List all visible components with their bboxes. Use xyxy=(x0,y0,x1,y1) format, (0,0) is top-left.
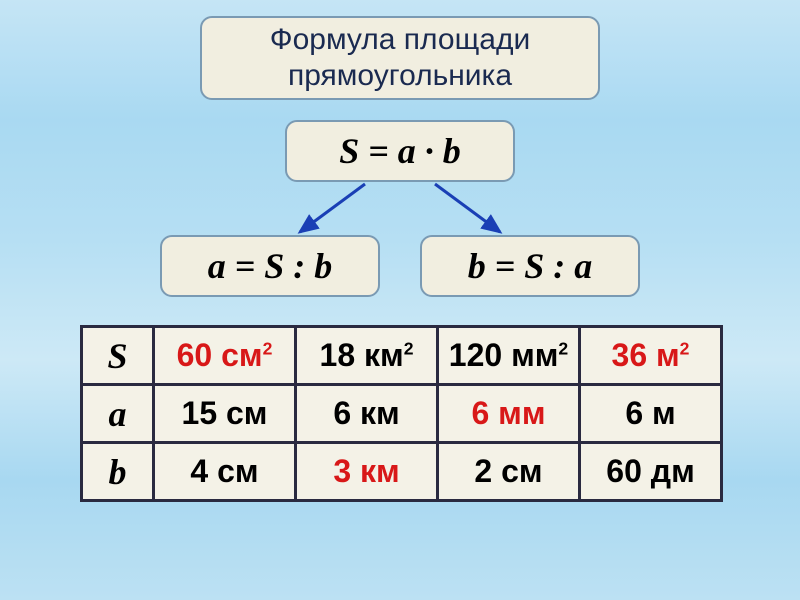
table-cell: 60 дм xyxy=(580,443,722,501)
row-header: b xyxy=(82,443,154,501)
sub-formula-b: b = S : a xyxy=(420,235,640,297)
table-row: a15 см6 км6 мм6 м xyxy=(82,385,722,443)
table-cell: 60 см2 xyxy=(154,327,296,385)
area-table-body: S60 см218 км2120 мм236 м2a15 см6 км6 мм6… xyxy=(82,327,722,501)
table-cell: 36 м2 xyxy=(580,327,722,385)
table-cell: 15 см xyxy=(154,385,296,443)
row-header: S xyxy=(82,327,154,385)
table-cell: 3 км xyxy=(296,443,438,501)
table-row: S60 см218 км2120 мм236 м2 xyxy=(82,327,722,385)
main-formula-box: S = a · b xyxy=(285,120,515,182)
table-cell: 4 см xyxy=(154,443,296,501)
table-cell: 120 мм2 xyxy=(438,327,580,385)
table-cell: 6 мм xyxy=(438,385,580,443)
main-formula-text: S = a · b xyxy=(339,130,461,172)
sub-formula-a: a = S : b xyxy=(160,235,380,297)
table-cell: 2 см xyxy=(438,443,580,501)
title-text: Формула площади прямоугольника xyxy=(212,22,588,94)
table-row: b4 см3 км2 см60 дм xyxy=(82,443,722,501)
sub-formula-a-text: a = S : b xyxy=(208,245,333,287)
arrow-left-icon xyxy=(300,184,365,232)
row-header: a xyxy=(82,385,154,443)
table-cell: 18 км2 xyxy=(296,327,438,385)
table-cell: 6 м xyxy=(580,385,722,443)
arrow-right-icon xyxy=(435,184,500,232)
sub-formula-b-text: b = S : a xyxy=(468,245,593,287)
area-table: S60 см218 км2120 мм236 м2a15 см6 км6 мм6… xyxy=(80,325,723,502)
table-cell: 6 км xyxy=(296,385,438,443)
title-box: Формула площади прямоугольника xyxy=(200,16,600,100)
